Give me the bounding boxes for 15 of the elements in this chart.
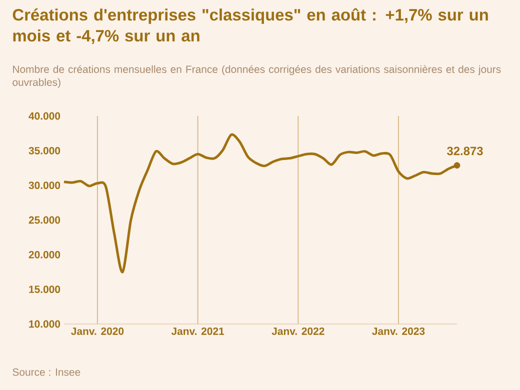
y-tick-label: 40.000 [28, 112, 60, 120]
data-label: 32.873 [447, 146, 483, 156]
x-tick-label: Janv. 2020 [71, 328, 124, 335]
chart-subtitle: Nombre de créations mensuelles en France (données corrigées des variations saisonnières et des jours ouvrables) [12, 65, 501, 88]
x-tick-label: Janv. 2021 [171, 328, 224, 335]
y-tick-label: 35.000 [28, 146, 60, 154]
x-tick-label: Janv. 2023 [372, 328, 425, 335]
y-tick-label: 15.000 [29, 286, 60, 294]
y-tick-label: 25.000 [28, 216, 60, 224]
source-note: Source : Insee [12, 368, 80, 376]
y-tick-label: 20.000 [28, 250, 60, 258]
chart-title: Créations d'entreprises "classiques" en août : +1,7% sur un mois et -4,7% sur un an [12, 8, 488, 44]
y-tick-label: 30.000 [28, 182, 60, 190]
x-tick-label: Janv. 2022 [272, 328, 324, 335]
y-tick-label: 10.000 [29, 320, 60, 328]
